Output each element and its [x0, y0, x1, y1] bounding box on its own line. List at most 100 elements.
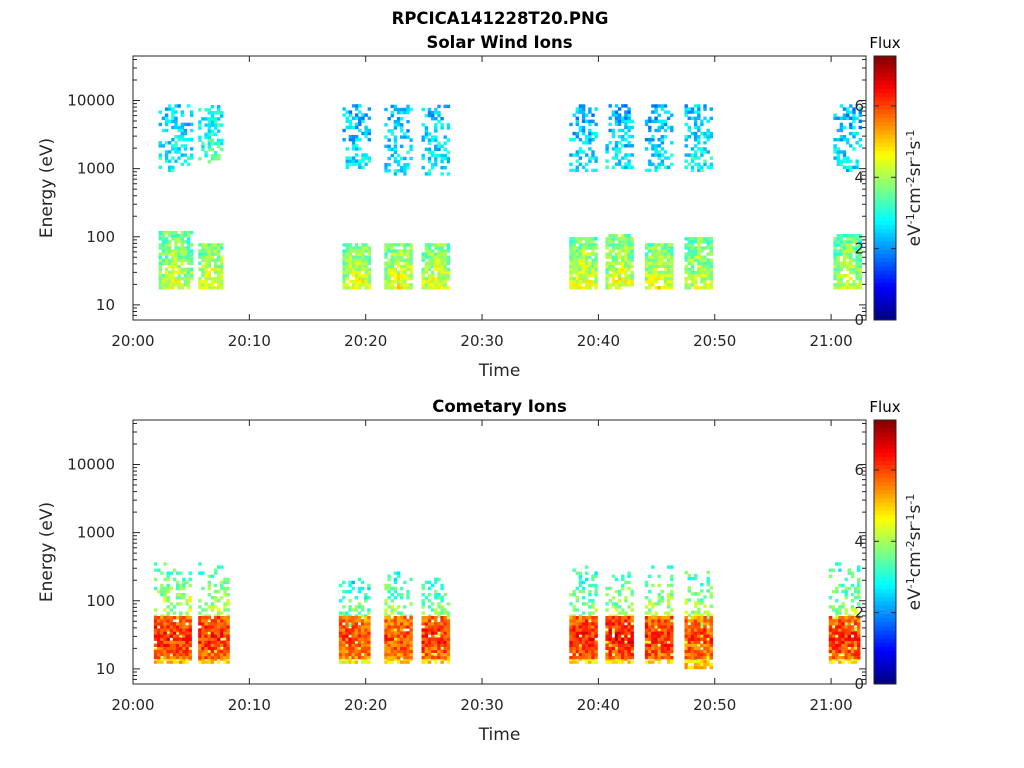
flux-pixel	[207, 622, 211, 626]
flux-pixel	[210, 286, 215, 290]
flux-pixel	[651, 267, 655, 272]
flux-pixel	[852, 270, 856, 275]
flux-pixel	[651, 147, 655, 151]
flux-pixel	[387, 261, 391, 265]
flux-pixel	[424, 132, 429, 136]
flux-pixel	[697, 659, 701, 664]
flux-pixel	[158, 243, 162, 247]
flux-pixel	[627, 631, 631, 635]
flux-pixel	[703, 637, 707, 641]
flux-pixel	[651, 276, 655, 281]
flux-pixel	[358, 252, 362, 256]
flux-pixel	[591, 583, 595, 588]
flux-pixel	[831, 637, 836, 641]
flux-pixel	[179, 643, 183, 647]
flux-pixel	[693, 131, 698, 136]
flux-pixel	[384, 583, 388, 588]
flux-pixel	[427, 628, 432, 632]
flux-pixel	[657, 619, 661, 623]
flux-pixel	[828, 574, 833, 578]
flux-pixel	[367, 249, 371, 253]
flux-pixel	[160, 646, 164, 651]
flux-pixel	[440, 276, 444, 281]
flux-pixel	[578, 128, 583, 133]
flux-pixel	[406, 104, 410, 109]
flux-pixel	[390, 267, 394, 272]
flux-pixel	[644, 611, 649, 615]
flux-pixel	[390, 625, 394, 629]
flux-pixel	[427, 625, 432, 629]
flux-pixel	[431, 113, 435, 118]
flux-pixel	[624, 156, 628, 160]
flux-pixel	[693, 576, 698, 581]
flux-pixel	[690, 165, 695, 169]
flux-pixel	[850, 640, 855, 644]
flux-pixel	[424, 264, 429, 269]
flux-pixel	[585, 571, 589, 575]
flux-pixel	[693, 138, 698, 142]
flux-pixel	[421, 660, 425, 664]
flux-pixel	[644, 643, 649, 647]
flux-pixel	[210, 154, 215, 158]
flux-pixel	[666, 252, 671, 256]
flux-pixel	[179, 660, 183, 664]
flux-pixel	[180, 240, 184, 244]
flux-pixel	[828, 640, 833, 644]
flux-pixel	[367, 608, 371, 612]
flux-pixel	[160, 571, 164, 575]
flux-pixel	[387, 643, 391, 647]
flux-pixel	[578, 625, 583, 629]
flux-pixel	[687, 116, 691, 120]
flux-pixel	[213, 258, 218, 262]
flux-pixel	[198, 280, 202, 284]
flux-pixel	[841, 583, 845, 588]
flux-pixel	[384, 169, 388, 173]
flux-pixel	[157, 622, 161, 626]
flux-pixel	[842, 258, 847, 262]
flux-pixel	[387, 258, 391, 262]
flux-pixel	[345, 267, 349, 272]
flux-pixel	[614, 616, 619, 620]
flux-pixel	[670, 255, 674, 259]
flux-pixel	[687, 243, 691, 247]
flux-pixel	[575, 122, 579, 127]
flux-pixel	[569, 243, 573, 247]
flux-pixel	[853, 616, 858, 620]
flux-pixel	[621, 119, 625, 123]
flux-pixel	[842, 107, 847, 111]
flux-pixel	[409, 243, 413, 247]
flux-pixel	[572, 637, 576, 641]
flux-pixel	[207, 144, 211, 149]
flux-pixel	[857, 580, 861, 585]
flux-pixel	[617, 652, 622, 657]
flux-pixel	[627, 116, 631, 120]
flux-pixel	[670, 276, 674, 281]
flux-pixel	[569, 264, 573, 269]
flux-pixel	[709, 135, 713, 139]
flux-pixel	[855, 116, 859, 120]
flux-pixel	[581, 237, 586, 241]
flux-pixel	[396, 616, 401, 620]
flux-pixel	[220, 147, 224, 152]
flux-pixel	[437, 267, 441, 272]
flux-pixel	[617, 628, 622, 632]
flux-pixel	[204, 646, 208, 651]
flux-pixel	[842, 135, 847, 139]
flux-pixel	[424, 580, 429, 585]
flux-pixel	[198, 652, 202, 657]
flux-pixel	[190, 276, 194, 281]
flux-pixel	[361, 267, 365, 272]
flux-pixel	[400, 126, 404, 130]
flux-pixel	[663, 640, 668, 644]
flux-pixel	[575, 655, 579, 660]
flux-pixel	[594, 280, 598, 284]
flux-pixel	[841, 655, 845, 660]
flux-pixel	[364, 258, 368, 262]
flux-pixel	[706, 237, 710, 241]
flux-pixel	[213, 616, 218, 620]
flux-pixel	[575, 643, 579, 647]
flux-pixel	[360, 637, 365, 641]
flux-pixel	[400, 110, 404, 115]
flux-pixel	[204, 261, 208, 265]
flux-pixel	[185, 602, 189, 606]
